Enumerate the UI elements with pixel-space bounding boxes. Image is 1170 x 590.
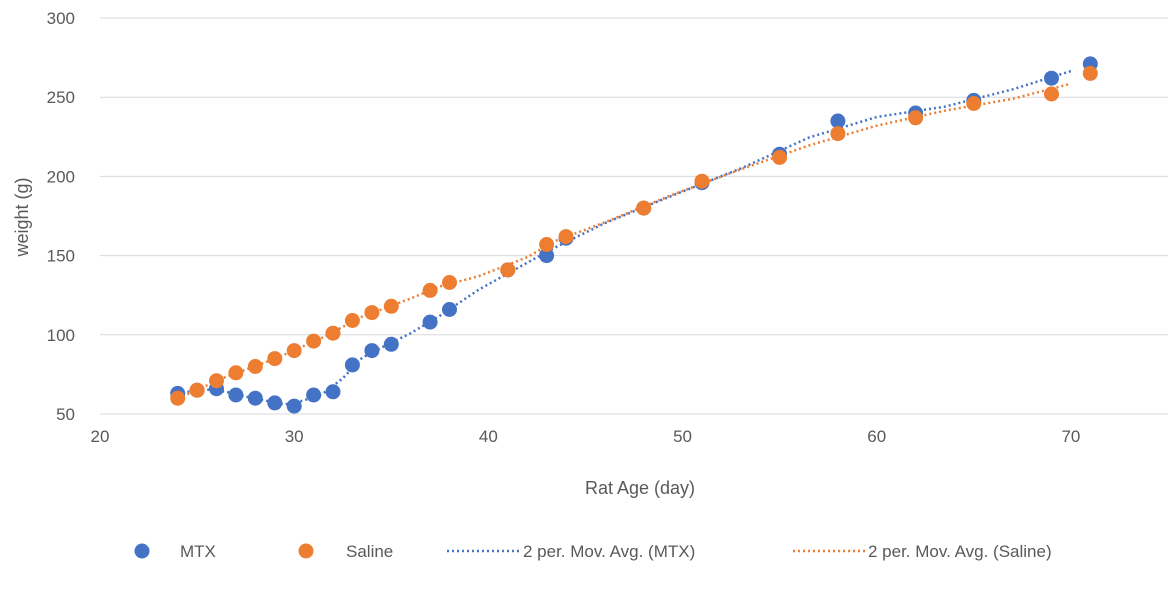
legend: MTX Saline 2 per. Mov. Avg. (MTX) 2 per. Mo… [134,542,1052,561]
y-tick-label: 150 [47,247,75,266]
legend-marker [134,543,150,559]
data-point [364,305,380,321]
x-tick-label: 30 [285,427,304,446]
tick-labels: 50 100 150 200 250 300 20 30 40 50 60 70 [47,9,1081,446]
legend-marker [298,543,314,559]
data-point [209,373,224,389]
data-point [830,126,846,142]
data-point [1044,86,1059,102]
data-point [558,229,574,245]
data-point [306,333,322,349]
x-tick-label: 60 [867,427,886,446]
data-point [500,262,516,278]
data-point [539,237,555,252]
gridlines [100,17,1168,336]
data-point [966,96,982,111]
legend-label: Saline [346,542,393,561]
data-point [442,275,457,290]
data-point [383,298,399,314]
data-point [170,390,186,406]
data-point [228,387,244,403]
legend-label: 2 per. Mov. Avg. (Saline) [868,542,1052,561]
y-tick-label: 100 [47,326,75,345]
data-point [539,248,555,264]
data-point [364,343,380,359]
x-tick-label: 40 [479,427,498,446]
y-tick-label: 50 [56,405,75,424]
data-point [383,336,399,352]
data-point [1044,70,1059,86]
data-point [286,398,302,414]
data-point [189,382,205,398]
data-point [306,387,322,403]
data-point [442,302,457,317]
data-point [325,325,341,341]
data-point [344,313,360,328]
y-tick-label: 250 [47,88,75,107]
x-axis-title: Rat Age (day) [585,478,695,498]
x-tick-label: 70 [1061,427,1080,446]
data-point [286,343,302,359]
data-point [908,110,924,126]
data-point [1082,65,1098,81]
data-point [344,357,360,373]
data-point [636,200,652,216]
y-tick-label: 200 [47,167,75,186]
data-point [247,390,263,406]
data-point [772,149,788,165]
trendline [187,69,1072,406]
data-point [247,359,263,374]
data-points [170,56,1098,414]
y-axis-title: weight (g) [12,177,32,257]
x-tick-label: 50 [673,427,692,446]
data-point [422,282,438,298]
data-point [325,384,341,400]
data-point [694,173,710,189]
legend-label: 2 per. Mov. Avg. (MTX) [523,542,695,561]
trendlines [186,69,1072,406]
data-point [267,395,283,411]
data-point [228,365,244,381]
data-point [422,314,438,330]
y-tick-label: 300 [47,9,75,28]
data-point [830,113,846,129]
trendline [186,82,1072,396]
legend-label: MTX [180,542,216,561]
x-tick-label: 20 [91,427,110,446]
data-point [267,351,283,367]
